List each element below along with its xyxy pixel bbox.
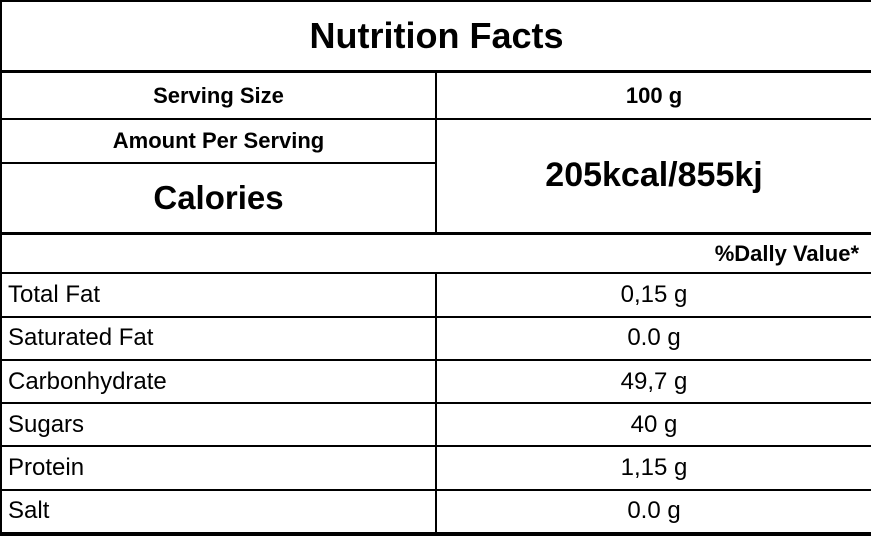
nutrient-value: 0,15 g — [434, 272, 871, 318]
amount-per-serving-row: Amount Per Serving 205kcal/855kj — [0, 117, 871, 236]
nutrient-row: Carbonhydrate 49,7 g — [0, 358, 871, 405]
nutrient-row: Total Fat 0,15 g — [0, 272, 871, 318]
amount-per-serving-label: Amount Per Serving — [0, 117, 437, 164]
daily-value-header-row: %Dally Value* — [0, 232, 871, 275]
title-row: Nutrition Facts — [0, 0, 871, 74]
calories-row: Calories — [0, 161, 871, 235]
nutrient-row: Saturated Fat 0.0 g — [0, 315, 871, 361]
nutrient-value: 0.0 g — [434, 488, 871, 536]
serving-size-row: Serving Size 100 g — [0, 70, 871, 120]
nutrient-label: Total Fat — [0, 272, 437, 318]
nutrient-label: Carbonhydrate — [0, 358, 437, 405]
nutrient-label: Protein — [0, 445, 437, 491]
nutrient-value: 1,15 g — [434, 445, 871, 491]
serving-size-label: Serving Size — [0, 70, 437, 120]
nutrient-row: Sugars 40 g — [0, 402, 871, 448]
nutrient-label: Salt — [0, 488, 437, 536]
nutrient-value: 0.0 g — [434, 315, 871, 361]
serving-size-value: 100 g — [434, 70, 871, 120]
nutrient-row: Protein 1,15 g — [0, 445, 871, 491]
nutrient-label: Saturated Fat — [0, 315, 437, 361]
nutrient-label: Sugars — [0, 402, 437, 448]
nutrient-value: 40 g — [434, 402, 871, 448]
nutrient-value: 49,7 g — [434, 358, 871, 405]
daily-value-header: %Dally Value* — [0, 232, 871, 275]
table-title: Nutrition Facts — [0, 0, 871, 74]
calories-label: Calories — [0, 161, 437, 235]
calories-value: 205kcal/855kj — [434, 117, 871, 236]
nutrient-row: Salt 0.0 g — [0, 488, 871, 536]
